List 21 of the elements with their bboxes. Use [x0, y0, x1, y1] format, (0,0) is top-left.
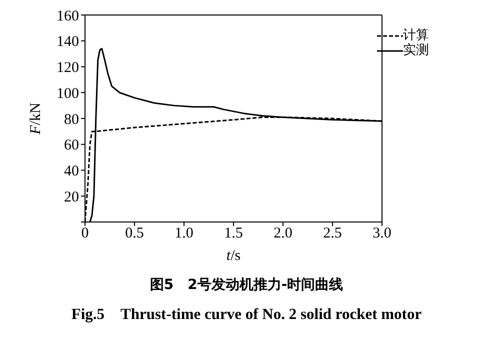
legend-label: 计算	[403, 28, 429, 43]
y-tick-label: 140	[56, 34, 79, 50]
y-axis-title: F/kN	[28, 102, 44, 136]
x-tick-label: 1.0	[174, 226, 194, 242]
text: 图5 2号发动机推力-时间曲线	[148, 276, 344, 294]
y-tick-label: 100	[56, 86, 79, 102]
x-axis-title: t/s	[226, 248, 241, 264]
x-tick-label: 2.5	[323, 226, 342, 242]
x-tick-label: 0	[81, 226, 89, 242]
x-tick-label: 0.5	[125, 226, 144, 242]
y-tick-label: 60	[64, 138, 79, 154]
x-tick-label: 2.0	[274, 226, 292, 242]
y-tick-label: 160	[56, 8, 79, 24]
legend-label: 实测	[403, 43, 429, 58]
y-tick-label: 80	[64, 112, 79, 128]
x-tick-label: 3.0	[372, 226, 392, 242]
text: Fig.5 Thrust-time curve of No. 2 solid rocket motor	[70, 305, 423, 325]
y-tick-label: 120	[56, 60, 79, 76]
x-tick-label: 1.5	[224, 226, 243, 242]
y-tick-label: 40	[64, 164, 79, 180]
y-tick-label: 20	[64, 189, 79, 206]
